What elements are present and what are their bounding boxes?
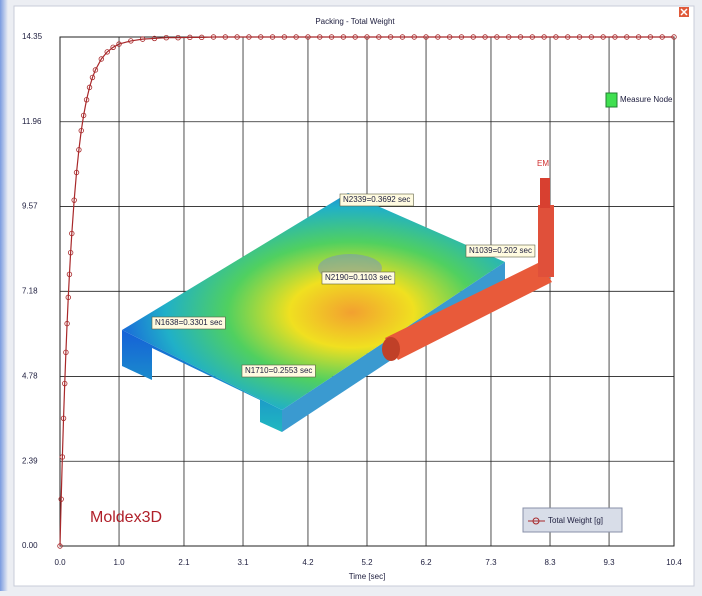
node-annotation: N1039=0.202 sec (466, 245, 535, 257)
gate (382, 337, 400, 361)
chart-title: Packing - Total Weight (315, 17, 395, 26)
x-axis-label: Time [sec] (349, 572, 386, 581)
node-annotation: N2190=0.1103 sec (322, 272, 395, 284)
gate-label: EM (537, 159, 549, 168)
x-tick-label: 1.0 (113, 558, 125, 567)
node-annotation-label: N2339=0.3692 sec (343, 195, 410, 204)
node-annotation: N2339=0.3692 sec (340, 194, 413, 206)
x-tick-label: 3.1 (237, 558, 249, 567)
y-tick-label: 11.96 (22, 117, 42, 126)
logo: Moldex3D (90, 509, 162, 526)
node-annotation-label: N1710=0.2553 sec (245, 366, 312, 375)
node-annotation-label: N1039=0.202 sec (469, 246, 532, 255)
chart-window: Packing - Total Weight Time [sec] Measur… (0, 0, 702, 591)
sprue (538, 205, 554, 277)
x-tick-label: 5.2 (361, 558, 373, 567)
x-tick-label: 10.4 (666, 558, 682, 567)
legend: Total Weight [g] (523, 508, 622, 532)
y-tick-label: 9.57 (22, 202, 38, 211)
y-tick-label: 7.18 (22, 286, 38, 295)
node-annotation-label: N2190=0.1103 sec (325, 273, 392, 282)
measure-node-label: Measure Node (620, 95, 673, 104)
node-annotation: N1710=0.2553 sec (242, 365, 315, 377)
window-edge (0, 0, 8, 591)
x-tick-label: 4.2 (302, 558, 314, 567)
sprue-top (540, 178, 550, 208)
x-tick-label: 2.1 (178, 558, 190, 567)
x-tick-label: 9.3 (603, 558, 615, 567)
measure-node-swatch (606, 93, 617, 107)
close-button[interactable] (679, 7, 689, 17)
x-tick-label: 0.0 (54, 558, 66, 567)
legend-label: Total Weight [g] (548, 516, 603, 525)
y-tick-label: 4.78 (22, 372, 38, 381)
x-tick-label: 6.2 (420, 558, 432, 567)
node-annotation-label: N1638=0.3301 sec (155, 318, 222, 327)
y-tick-label: 14.35 (22, 32, 43, 41)
x-tick-label: 7.3 (485, 558, 497, 567)
x-tick-label: 8.3 (544, 558, 556, 567)
y-tick-label: 2.39 (22, 456, 38, 465)
node-annotation: N1638=0.3301 sec (152, 317, 225, 329)
y-tick-label: 0.00 (22, 541, 38, 550)
